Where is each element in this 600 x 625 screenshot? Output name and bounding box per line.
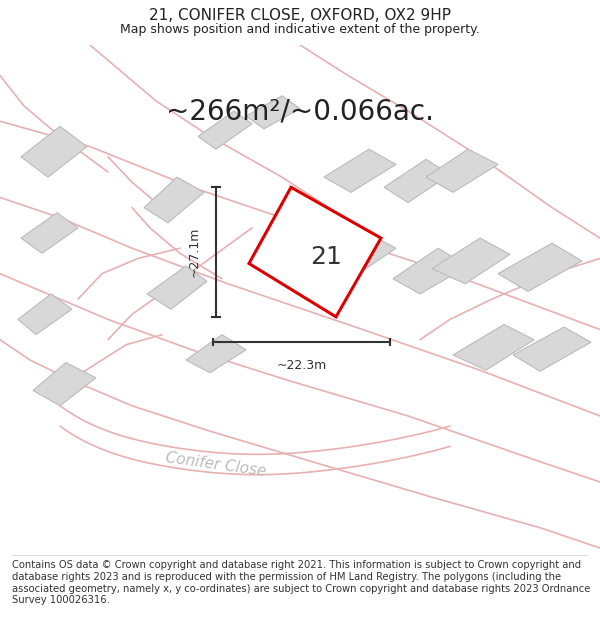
Polygon shape: [18, 294, 72, 334]
Polygon shape: [393, 248, 468, 294]
Polygon shape: [33, 362, 96, 406]
Text: Map shows position and indicative extent of the property.: Map shows position and indicative extent…: [120, 23, 480, 36]
Text: ~266m²/~0.066ac.: ~266m²/~0.066ac.: [166, 97, 434, 125]
Text: Conifer Close: Conifer Close: [165, 450, 267, 479]
Polygon shape: [21, 213, 78, 253]
Text: 21: 21: [310, 244, 342, 269]
Polygon shape: [324, 149, 396, 192]
Polygon shape: [426, 149, 498, 192]
Polygon shape: [186, 334, 246, 372]
Polygon shape: [384, 159, 450, 202]
Text: Contains OS data © Crown copyright and database right 2021. This information is : Contains OS data © Crown copyright and d…: [12, 560, 590, 605]
Polygon shape: [144, 177, 204, 223]
Text: ~22.3m: ~22.3m: [277, 359, 326, 371]
Polygon shape: [249, 188, 381, 317]
Polygon shape: [198, 111, 252, 149]
Polygon shape: [498, 243, 582, 291]
Polygon shape: [330, 236, 396, 274]
Polygon shape: [432, 238, 510, 284]
Polygon shape: [246, 96, 300, 129]
Polygon shape: [453, 324, 534, 370]
Polygon shape: [21, 126, 87, 177]
Polygon shape: [513, 327, 591, 371]
Text: 21, CONIFER CLOSE, OXFORD, OX2 9HP: 21, CONIFER CLOSE, OXFORD, OX2 9HP: [149, 8, 451, 23]
Polygon shape: [147, 266, 207, 309]
Text: ~27.1m: ~27.1m: [188, 227, 201, 278]
